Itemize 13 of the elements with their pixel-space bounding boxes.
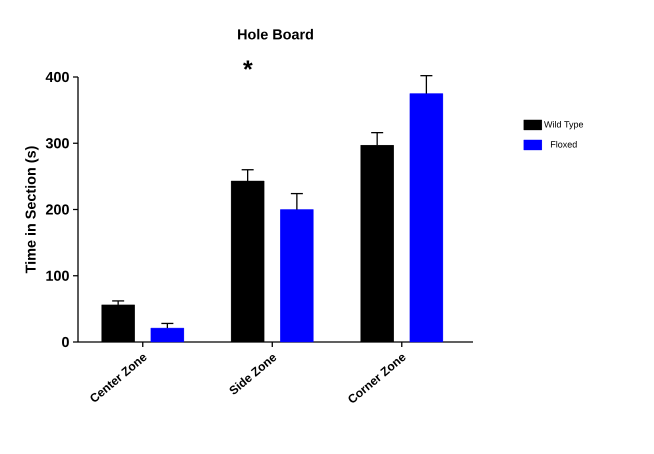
y-tick-label: 200	[46, 204, 69, 215]
text: *	[243, 60, 253, 70]
y-tick-label: 400	[46, 72, 69, 82]
y-tick-label: 300	[46, 138, 69, 148]
legend-label: Floxed	[550, 140, 577, 148]
legend-label: Wild Type	[544, 120, 584, 130]
chart-title: Hole Board	[238, 28, 313, 40]
bar	[280, 209, 314, 342]
bar	[410, 93, 444, 342]
y-tick-label: 0	[62, 336, 69, 348]
y-axis-title: Time in Section (s)	[25, 146, 39, 274]
y-tick-label: 100	[46, 270, 69, 281]
bar	[150, 328, 184, 342]
